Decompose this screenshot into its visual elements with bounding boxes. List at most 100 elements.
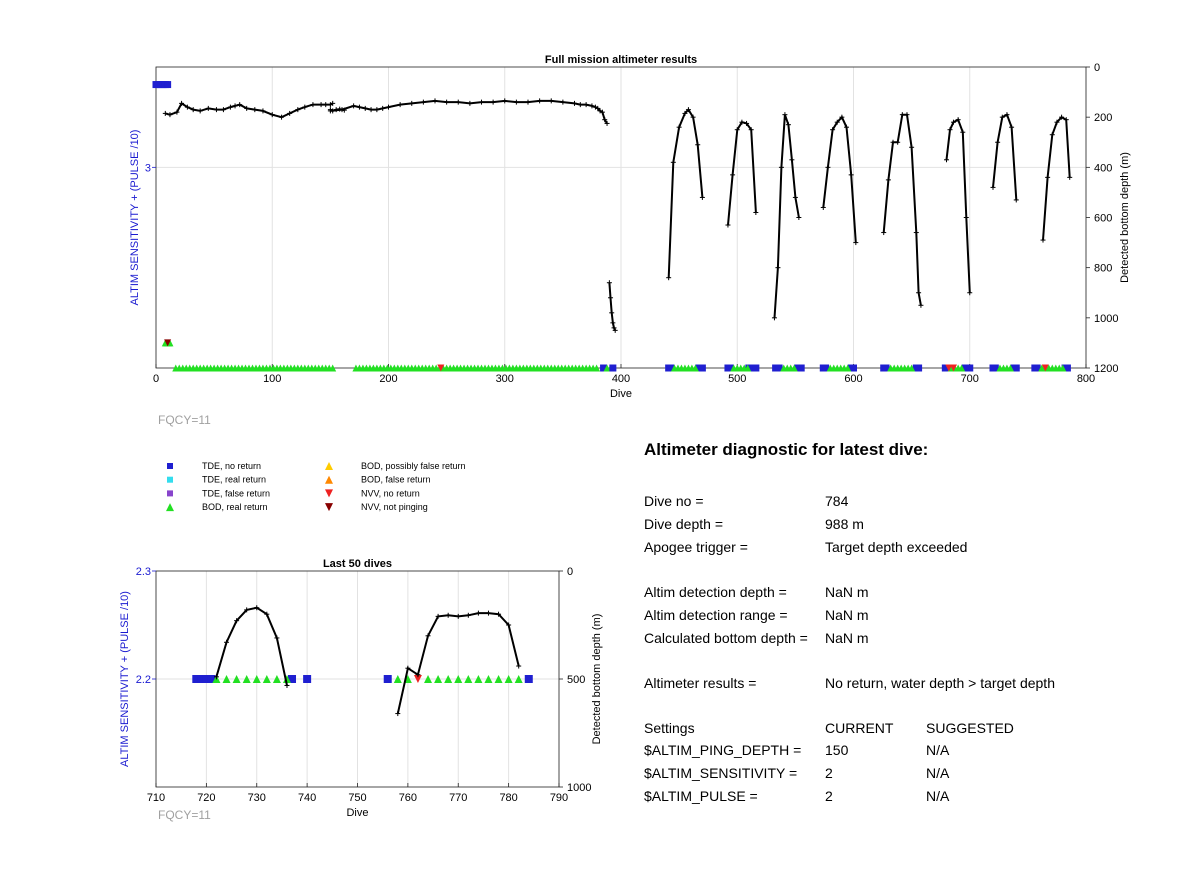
- x-tick-label: 760: [399, 792, 417, 804]
- status-marker-tde_no_return: [600, 364, 608, 372]
- status-marker-bod_real_return: [252, 675, 261, 683]
- x-tick-label: 400: [612, 373, 630, 385]
- settings-header-current: CURRENT: [825, 720, 894, 736]
- legend-label-tde_false_return: TDE, false return: [202, 488, 270, 498]
- status-marker-tde_no_return: [726, 364, 734, 372]
- x-axis-label: Dive: [610, 388, 632, 400]
- status-marker-bod_real_return: [454, 675, 463, 683]
- status-marker-tde_no_return: [775, 364, 783, 372]
- setting-ping-depth-suggested: N/A: [926, 742, 950, 758]
- status-marker-bod_real_return: [464, 675, 473, 683]
- status-marker-tde_no_return: [1063, 364, 1071, 372]
- legend-marker-tde_false_return: [167, 490, 173, 497]
- diag-label-detection-depth: Altim detection depth =: [644, 584, 787, 600]
- x-tick-label: 700: [961, 373, 979, 385]
- status-marker-bod_real_return: [262, 675, 271, 683]
- status-marker-nvv_no_return: [413, 675, 422, 683]
- depth-line: [165, 101, 334, 119]
- status-marker-tde_no_return: [288, 675, 297, 683]
- legend-marker-tde_no_return: [167, 463, 173, 469]
- y-right-axis-label: Detected bottom depth (m): [591, 614, 603, 745]
- x-tick-label: 750: [348, 792, 366, 804]
- legend-marker-tde_real_return: [167, 476, 173, 483]
- status-marker-tde_no_return: [752, 364, 760, 372]
- status-marker-bod_real_return: [744, 364, 752, 372]
- status-marker-tde_no_return: [667, 364, 675, 372]
- status-marker-tde_no_return: [915, 364, 923, 372]
- y-right-tick-label: 1000: [567, 782, 591, 794]
- y-right-tick-label: 500: [567, 674, 585, 686]
- legend-marker-bod_possibly_false: [325, 462, 333, 470]
- status-marker-bod_real_return: [844, 364, 852, 372]
- diagnostic-panel: Altimeter diagnostic for latest dive: Di…: [644, 440, 1124, 804]
- diag-value-apogee: Target depth exceeded: [825, 539, 968, 555]
- chart-title: Full mission altimeter results: [545, 54, 697, 66]
- x-tick-label: 300: [496, 373, 514, 385]
- x-tick-label: 770: [449, 792, 467, 804]
- y-left-axis-label: ALTIM SENSITIVITY + (PULSE /10): [119, 591, 131, 767]
- y-right-tick-label: 600: [1094, 213, 1112, 225]
- diag-value-detection-range: NaN m: [825, 607, 869, 623]
- depth-line: [667, 107, 704, 278]
- top-marker: [164, 81, 172, 89]
- status-marker-bod_real_return: [484, 675, 493, 683]
- diag-label-bottom-depth: Calculated bottom depth =: [644, 630, 808, 646]
- y-right-tick-label: 800: [1094, 263, 1112, 275]
- status-marker-nvv_no_return: [949, 364, 957, 372]
- diag-label-dive-depth: Dive depth =: [644, 516, 723, 532]
- status-marker-bod_real_return: [444, 675, 453, 683]
- status-marker-bod_real_return: [242, 675, 251, 683]
- status-marker-nvv_not_pinging: [164, 339, 172, 347]
- y-right-tick-label: 400: [1094, 162, 1112, 174]
- diag-value-dive-depth: 988 m: [825, 516, 864, 532]
- depth-line: [945, 118, 971, 293]
- x-tick-label: 200: [379, 373, 397, 385]
- status-marker-tde_no_return: [850, 364, 857, 372]
- fqcy-footnote: FQCY=11: [158, 808, 211, 822]
- x-tick-label: 0: [153, 373, 159, 385]
- legend-label-nvv_no_return: NVV, no return: [361, 488, 420, 498]
- setting-pulse-label: $ALTIM_PULSE =: [644, 788, 758, 804]
- legend-label-tde_no_return: TDE, no return: [202, 461, 261, 471]
- depth-line: [773, 114, 800, 318]
- setting-ping-depth-label: $ALTIM_PING_DEPTH =: [644, 742, 802, 758]
- x-tick-label: 500: [728, 373, 746, 385]
- status-marker-tde_no_return: [1012, 364, 1020, 372]
- fqcy-footnote: FQCY=11: [158, 413, 211, 427]
- y-left-axis-label: ALTIM SENSITIVITY + (PULSE /10): [129, 130, 141, 306]
- status-marker-bod_real_return: [474, 675, 483, 683]
- legend-label-bod_false: BOD, false return: [361, 475, 431, 485]
- x-tick-label: 800: [1077, 373, 1095, 385]
- x-tick-label: 790: [550, 792, 568, 804]
- x-tick-label: 720: [197, 792, 215, 804]
- status-marker-tde_no_return: [192, 675, 201, 683]
- status-marker-bod_real_return: [424, 675, 433, 683]
- legend-marker-nvv_no_return: [325, 489, 333, 498]
- y-right-tick-label: 1200: [1094, 363, 1118, 375]
- status-marker-bod_real_return: [514, 675, 523, 683]
- status-marker-bod_real_return: [282, 675, 291, 683]
- setting-sensitivity-label: $ALTIM_SENSITIVITY =: [644, 765, 798, 781]
- legend-label-nvv_not_pinging: NVV, not pinging: [361, 502, 428, 512]
- status-marker-nvv_no_return: [945, 364, 953, 372]
- depth-line: [1042, 115, 1071, 241]
- status-marker-tde_no_return: [882, 364, 890, 372]
- status-marker-bod_real_return: [908, 364, 916, 372]
- status-marker-bod_real_return: [232, 675, 241, 683]
- status-marker-tde_no_return: [383, 675, 392, 683]
- status-marker-tde_no_return: [822, 364, 830, 372]
- status-marker-bod_real_return: [329, 364, 337, 372]
- status-marker-tde_no_return: [966, 364, 974, 372]
- status-marker-tde_no_return: [303, 675, 312, 683]
- status-marker-bod_real_return: [593, 364, 601, 372]
- x-axis-label: Dive: [346, 807, 368, 819]
- status-marker-tde_no_return: [197, 675, 206, 683]
- y-left-tick-label: 2.3: [136, 566, 151, 578]
- status-marker-bod_real_return: [1059, 364, 1067, 372]
- status-marker-tde_no_return: [1033, 364, 1041, 372]
- status-marker-bod_real_return: [691, 364, 699, 372]
- depth-line: [822, 115, 857, 243]
- y-left-tick-label: 2.2: [136, 674, 151, 686]
- status-marker-bod_real_return: [393, 675, 402, 683]
